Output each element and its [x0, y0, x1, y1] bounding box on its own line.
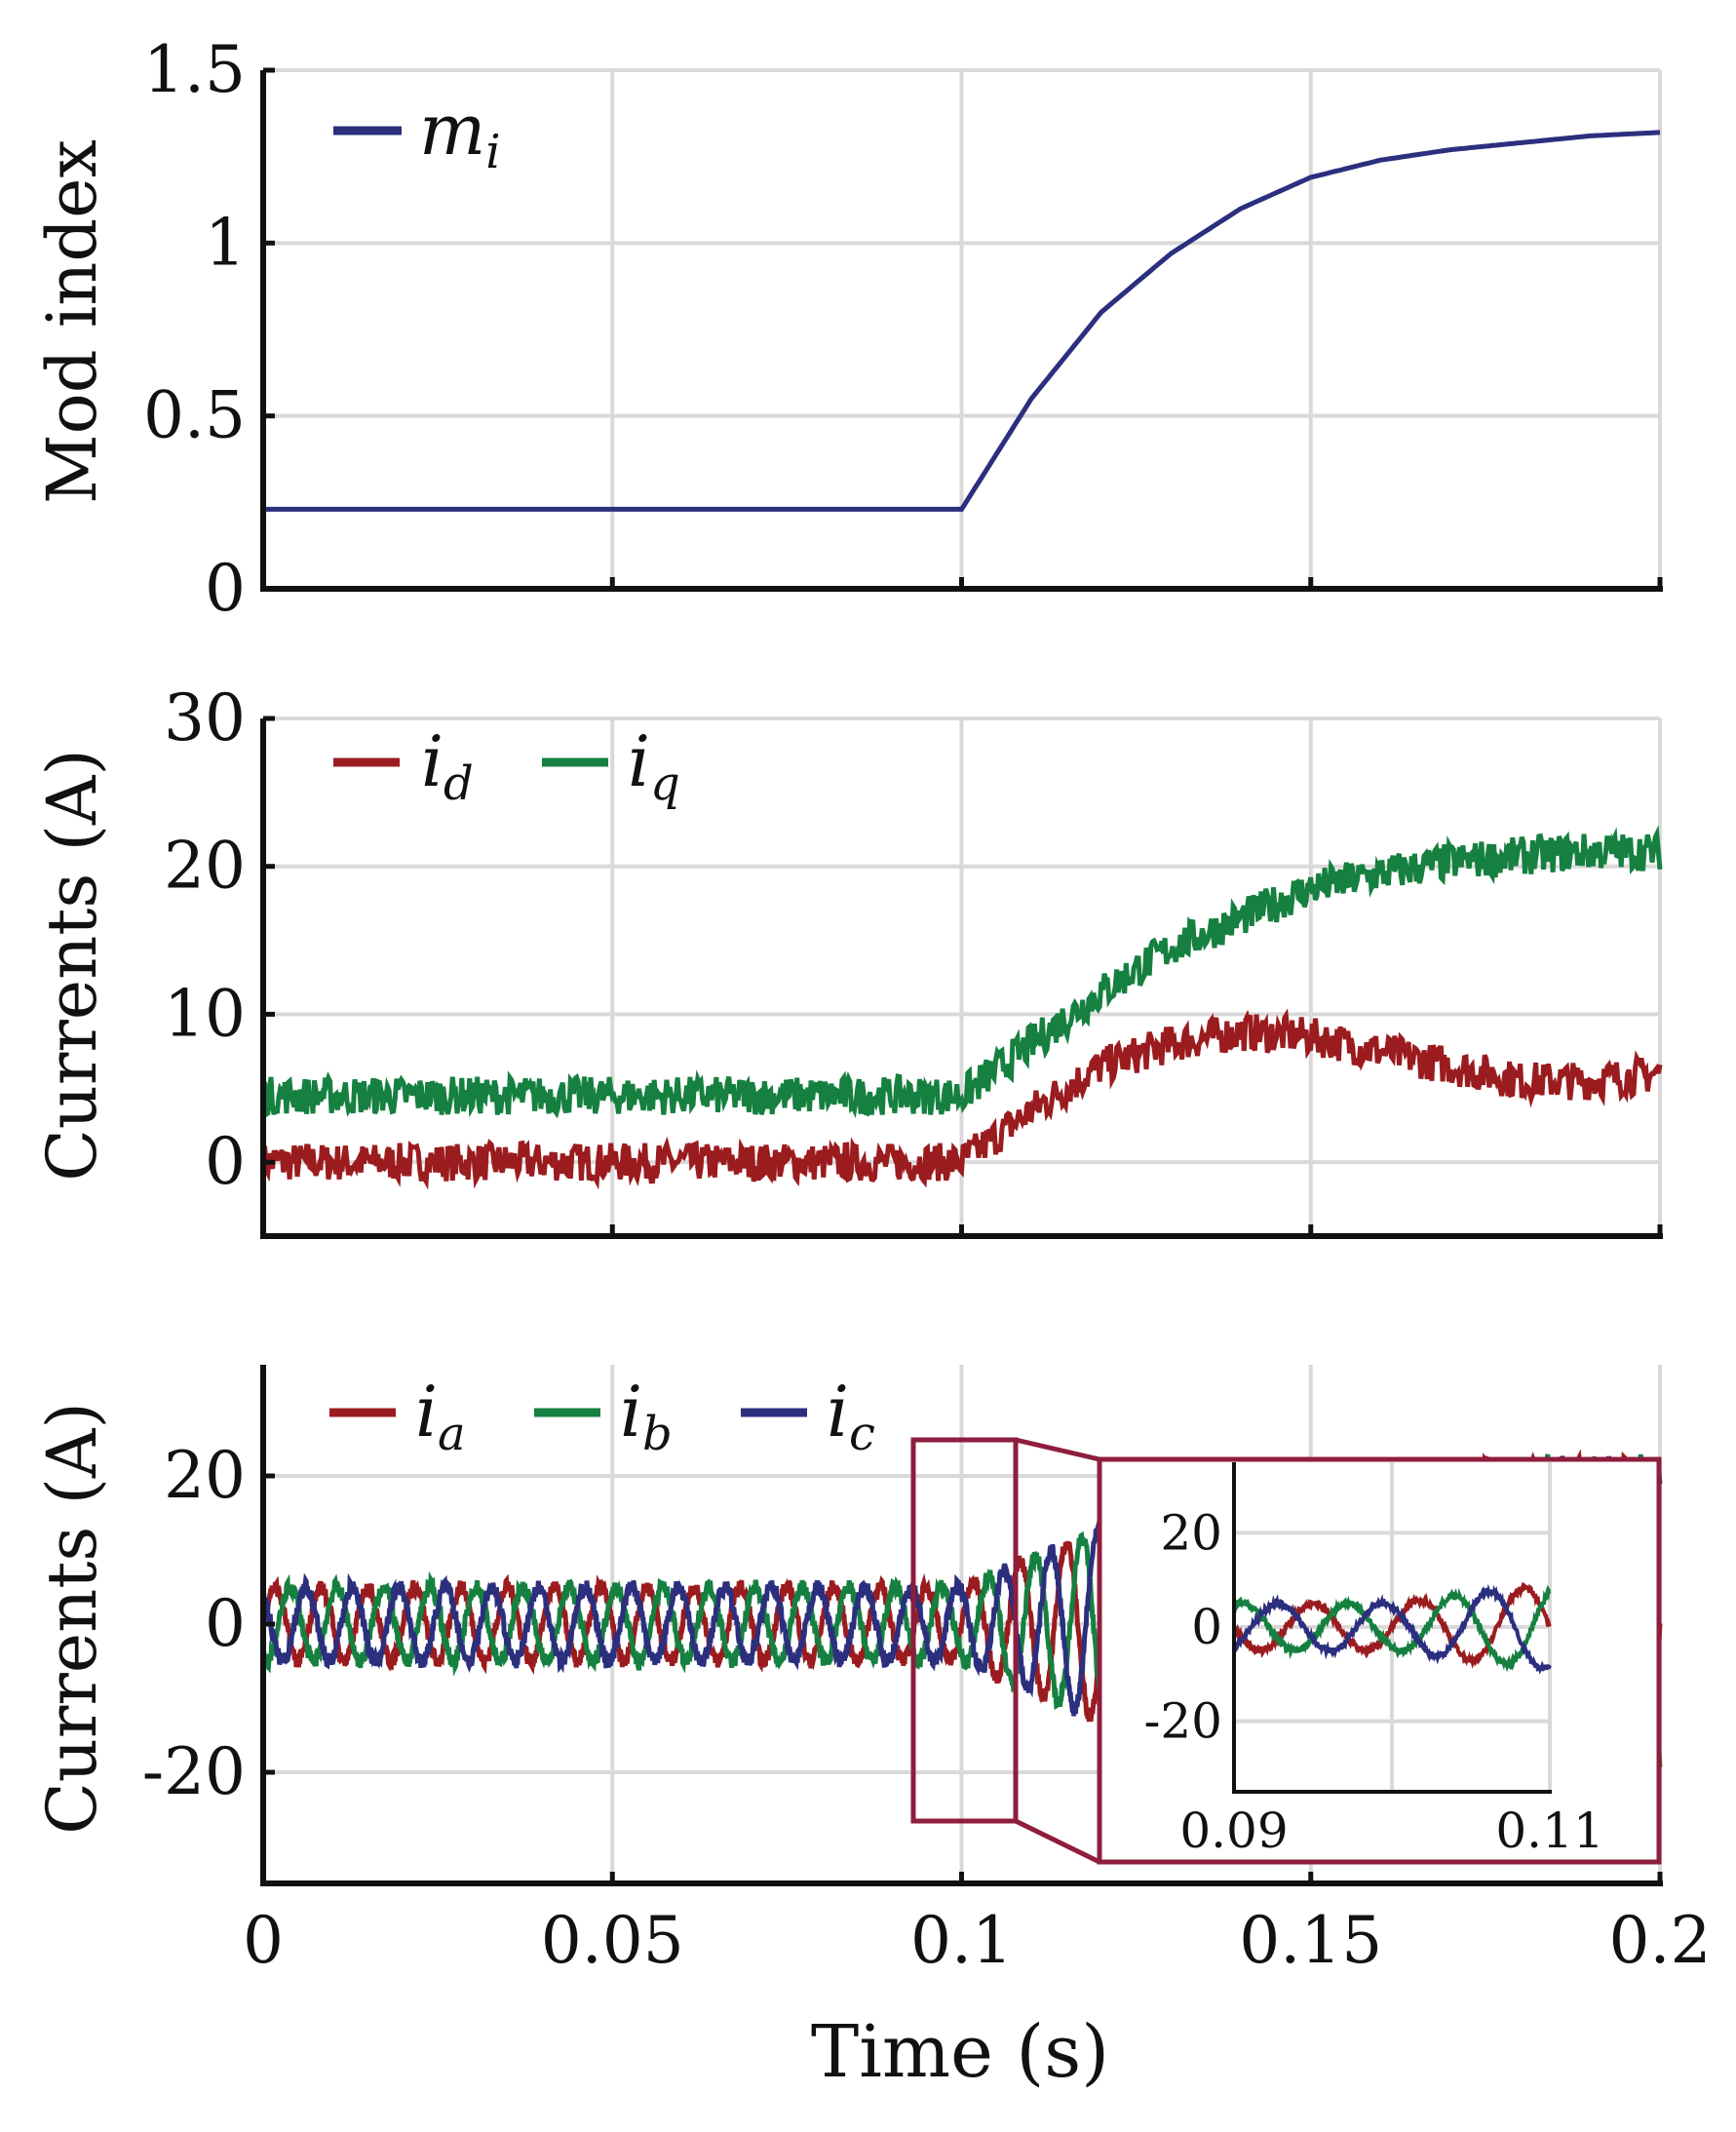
- zoom-region-box: [910, 1437, 1019, 1824]
- series-id-line: [260, 1008, 1663, 1190]
- legend-panel3: ia ib ic: [329, 1371, 875, 1461]
- y-tick-label-1-2: 20: [164, 829, 246, 904]
- x-axis-label: Time (s): [811, 2010, 1109, 2094]
- x-tick-label-0: 0: [243, 1903, 284, 1978]
- inset-x-tick-label-0: 0.09: [1179, 1803, 1288, 1859]
- y-tick-label-2-2: 20: [164, 1438, 246, 1513]
- y-tick-label-0-0: 0: [205, 551, 246, 626]
- zoom-connector-top: [1015, 1437, 1100, 1462]
- inset-ib-line: [1232, 1584, 1552, 1673]
- y-tick-label-0-3: 1.5: [143, 32, 246, 107]
- y-tick-label-1-0: 0: [205, 1124, 246, 1199]
- series-mi-line: [263, 130, 1661, 512]
- inset-y-tick-label-0: 20: [1160, 1504, 1222, 1561]
- inset-y-tick-label-1: 0: [1191, 1599, 1222, 1655]
- legend-label-ic: ic: [827, 1371, 875, 1461]
- y-tick-label-1-1: 10: [164, 976, 246, 1051]
- inset-x-tick-label-1: 0.11: [1495, 1803, 1603, 1859]
- y-tick-label-1-3: 30: [164, 680, 246, 756]
- panel-dq-currents: 0 10 20 30 Currents (A) id iq: [32, 680, 1663, 1239]
- x-tick-label-3: 0.15: [1239, 1903, 1382, 1978]
- panel-mod-index: 0 0.5 1 1.5 Mod index mi: [32, 32, 1663, 626]
- x-tick-label-4: 0.2: [1609, 1903, 1712, 1978]
- y-tick-label-2-0: -20: [142, 1734, 246, 1809]
- legend-panel2: id iq: [333, 720, 680, 811]
- x-tick-label-2: 0.1: [910, 1903, 1013, 1978]
- y-tick-label-0-2: 1: [205, 205, 246, 280]
- y-axis-label-panel3: Currents (A): [32, 1402, 112, 1835]
- inset-frame: [1097, 1456, 1662, 1865]
- series-iq-line: [260, 825, 1663, 1119]
- legend-label-id: id: [421, 720, 474, 811]
- zoom-connector-bottom: [1014, 1818, 1101, 1865]
- inset-ia-line: [1232, 1580, 1552, 1669]
- y-tick-label-2-1: 0: [205, 1586, 246, 1661]
- legend-label-iq: iq: [628, 720, 680, 811]
- legend-label-ib: ib: [620, 1371, 673, 1461]
- y-tick-label-0-1: 0.5: [143, 378, 246, 453]
- legend-panel1: mi: [333, 89, 501, 179]
- y-axis-label-panel2: Currents (A): [32, 749, 112, 1182]
- y-axis-label-panel1: Mod index: [32, 139, 112, 504]
- inset-y-tick-label-2: -20: [1143, 1693, 1222, 1750]
- legend-label-ia: ia: [415, 1371, 466, 1461]
- panel-abc-currents: -20 0 20 0 0.05 0.1 0.15 0.2 Currents (A) ia ib…: [32, 1365, 1711, 1978]
- x-tick-label-1: 0.05: [541, 1903, 684, 1978]
- inset-zoom: 20 0 -20 0.09 0.11: [1097, 1456, 1662, 1865]
- inset-ic-line: [1232, 1583, 1552, 1675]
- legend-label-mi: mi: [419, 89, 501, 179]
